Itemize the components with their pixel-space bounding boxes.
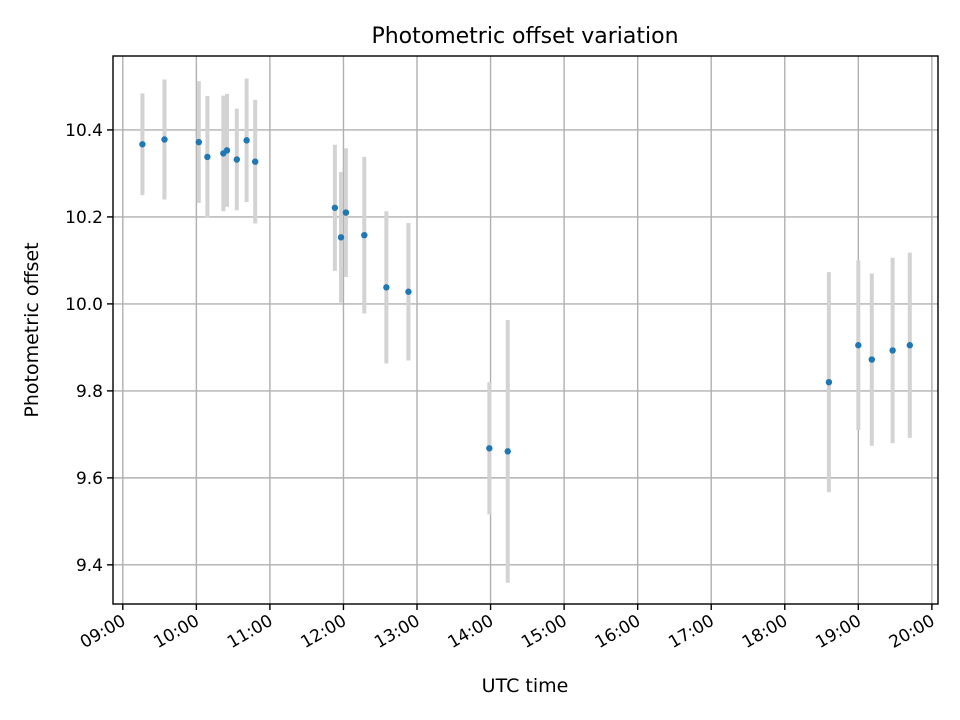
data-point-16 <box>504 448 511 455</box>
y-tick-label-0: 9.4 <box>76 556 103 576</box>
y-tick-label-1: 9.6 <box>76 469 103 489</box>
data-point-11 <box>342 209 350 216</box>
data-point-21 <box>906 342 914 349</box>
data-point-18 <box>855 342 862 349</box>
data-point-8 <box>251 158 259 165</box>
x-axis-label: UTC time <box>482 675 569 697</box>
data-points <box>139 136 914 455</box>
data-point-20 <box>889 347 896 354</box>
data-point-2 <box>195 138 203 146</box>
data-point-12 <box>361 231 368 239</box>
data-point-7 <box>243 137 250 144</box>
data-point-10 <box>337 234 345 241</box>
data-point-17 <box>825 378 833 386</box>
y-tick-label-5: 10.4 <box>65 121 103 141</box>
data-point-5 <box>223 147 231 154</box>
chart-title: Photometric offset variation <box>371 24 678 49</box>
data-point-14 <box>405 288 412 295</box>
data-point-3 <box>204 153 211 161</box>
y-axis-ticks: 9.4 9.6 9.8 10.0 10.2 10.4 <box>65 121 113 576</box>
data-point-1 <box>161 136 168 143</box>
data-point-15 <box>486 445 493 452</box>
data-point-13 <box>383 284 390 291</box>
data-point-9 <box>331 204 339 211</box>
y-tick-label-3: 10.0 <box>65 295 103 315</box>
y-tick-label-4: 10.2 <box>65 208 103 228</box>
data-point-0 <box>139 141 146 148</box>
data-point-19 <box>868 356 876 363</box>
y-tick-label-2: 9.8 <box>76 382 103 402</box>
y-axis-label: Photometric offset <box>21 242 43 417</box>
plot-frame <box>112 55 939 605</box>
data-point-6 <box>233 156 241 163</box>
